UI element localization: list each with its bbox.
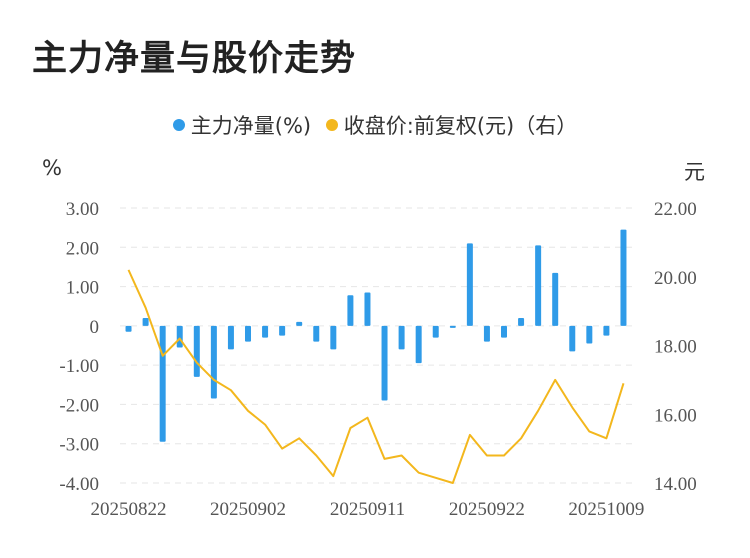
bar bbox=[552, 272, 559, 326]
right-tick-label: 22.00 bbox=[654, 199, 697, 220]
right-tick-label: 16.00 bbox=[654, 405, 697, 426]
bar bbox=[483, 325, 490, 342]
bar bbox=[586, 325, 593, 344]
bar bbox=[432, 325, 439, 338]
bar bbox=[245, 325, 251, 342]
left-tick-label: -3.00 bbox=[59, 435, 99, 456]
bar bbox=[518, 318, 525, 326]
bar bbox=[415, 325, 422, 364]
bar bbox=[227, 325, 234, 350]
bar bbox=[569, 325, 576, 352]
x-tick-label: 20251009 bbox=[568, 499, 644, 520]
bar bbox=[466, 243, 473, 326]
left-tick-label: 0 bbox=[90, 317, 100, 338]
legend-item-close-price[interactable]: 收盘价:前复权(元)（右） bbox=[325, 110, 578, 140]
right-axis-unit: 元 bbox=[684, 160, 705, 184]
chart-title: 主力净量与股价走势 bbox=[32, 39, 357, 79]
bar bbox=[603, 325, 610, 336]
bar bbox=[193, 325, 200, 377]
bar bbox=[313, 325, 320, 342]
bar bbox=[347, 295, 354, 326]
legend-label-net-volume: 主力净量(%) bbox=[190, 114, 312, 138]
bar bbox=[398, 325, 405, 350]
legend-label-close-price: 收盘价:前复权(元)（右） bbox=[343, 114, 578, 138]
x-tick-label: 20250922 bbox=[449, 499, 525, 520]
x-tick-label: 20250822 bbox=[91, 499, 167, 520]
bar bbox=[364, 292, 371, 326]
right-tick-label: 20.00 bbox=[654, 268, 697, 289]
left-tick-label: -4.00 bbox=[59, 474, 99, 495]
bar bbox=[210, 325, 217, 399]
left-tick-label: 3.00 bbox=[66, 199, 99, 220]
bar bbox=[159, 325, 166, 442]
price-line bbox=[127, 269, 625, 484]
bar bbox=[125, 325, 132, 332]
left-axis-unit: % bbox=[42, 156, 62, 180]
left-tick-label: -1.00 bbox=[59, 356, 99, 377]
x-tick-label: 20250911 bbox=[330, 499, 405, 520]
legend-dot-icon bbox=[325, 119, 338, 131]
left-tick-label: -2.00 bbox=[59, 395, 99, 416]
bar bbox=[262, 325, 269, 338]
bar bbox=[142, 318, 149, 326]
bar bbox=[381, 325, 388, 401]
bar bbox=[535, 245, 542, 326]
bar bbox=[296, 321, 303, 326]
right-tick-label: 14.00 bbox=[654, 474, 697, 495]
bar bbox=[176, 325, 183, 348]
right-tick-label: 18.00 bbox=[654, 337, 697, 358]
bar bbox=[279, 325, 286, 336]
legend-dot-icon bbox=[172, 119, 185, 131]
bar bbox=[330, 325, 337, 350]
left-tick-label: 2.00 bbox=[66, 238, 99, 259]
bar bbox=[501, 325, 507, 338]
left-tick-label: 1.00 bbox=[66, 278, 99, 299]
legend: 主力净量(%) 收盘价:前复权(元)（右） bbox=[0, 110, 750, 140]
x-tick-label: 20250902 bbox=[210, 499, 286, 520]
bar bbox=[449, 325, 456, 328]
bar bbox=[620, 229, 627, 326]
legend-item-net-volume[interactable]: 主力净量(%) bbox=[172, 110, 312, 140]
